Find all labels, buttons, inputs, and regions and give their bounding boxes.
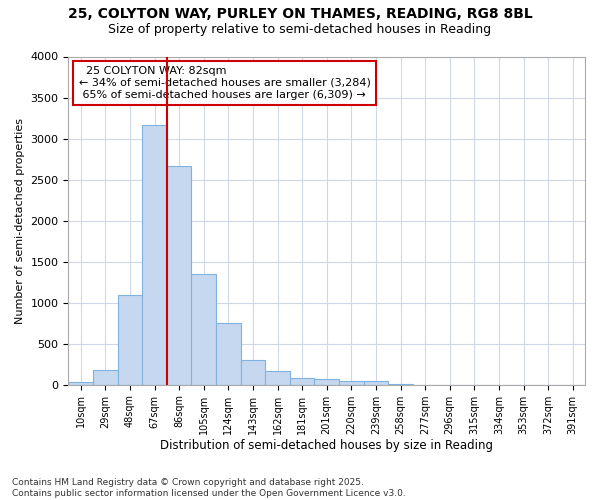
Bar [339,380,364,384]
Y-axis label: Number of semi-detached properties: Number of semi-detached properties [15,118,25,324]
Text: Contains HM Land Registry data © Crown copyright and database right 2025.
Contai: Contains HM Land Registry data © Crown c… [12,478,406,498]
Bar [216,323,241,384]
Bar [191,274,216,384]
Bar [118,296,142,384]
Bar [93,370,118,384]
Bar [265,371,290,384]
Bar [241,360,265,384]
Text: 25, COLYTON WAY, PURLEY ON THAMES, READING, RG8 8BL: 25, COLYTON WAY, PURLEY ON THAMES, READI… [68,8,532,22]
Bar [167,166,191,384]
Text: Size of property relative to semi-detached houses in Reading: Size of property relative to semi-detach… [109,22,491,36]
Bar [142,126,167,384]
Bar [68,382,93,384]
Bar [364,382,388,384]
X-axis label: Distribution of semi-detached houses by size in Reading: Distribution of semi-detached houses by … [160,440,493,452]
Bar [314,378,339,384]
Bar [290,378,314,384]
Text: 25 COLYTON WAY: 82sqm  
← 34% of semi-detached houses are smaller (3,284)
 65% o: 25 COLYTON WAY: 82sqm ← 34% of semi-deta… [79,66,371,100]
